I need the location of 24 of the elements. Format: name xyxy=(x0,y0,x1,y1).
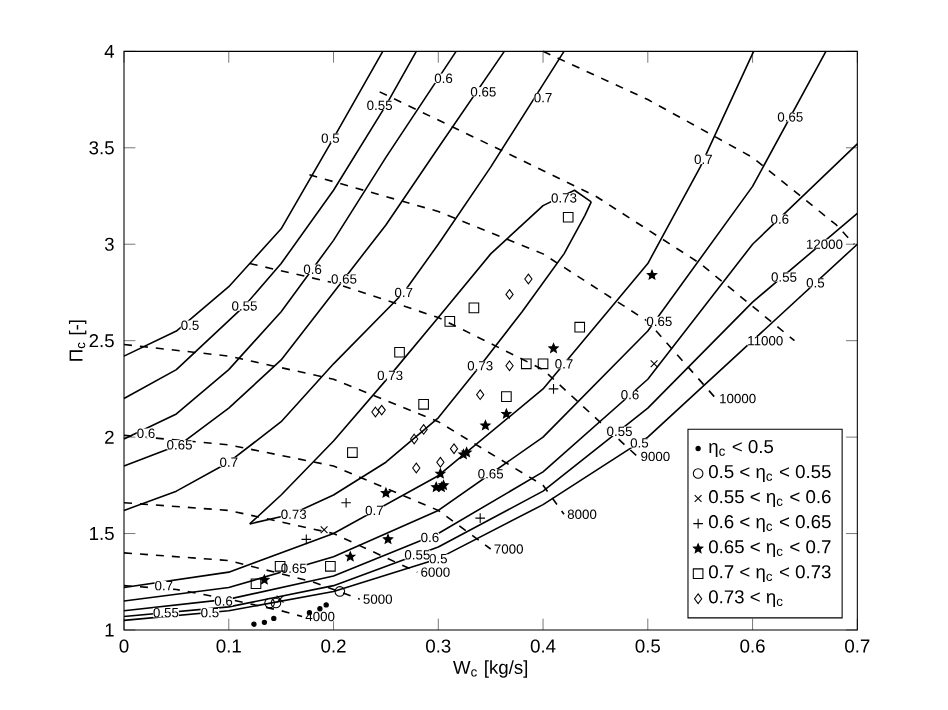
x-tick-label: 0 xyxy=(119,639,129,653)
x-tick-label: 0.5 xyxy=(635,639,660,653)
y-tick-label: 2.5 xyxy=(89,334,114,348)
y-tick-label: 1.5 xyxy=(90,527,114,541)
x-tick-label: 0.3 xyxy=(426,639,451,653)
x-tick-label: 0.2 xyxy=(321,639,346,653)
legend-label: 0.55 < η$_{c}$ < 0.6 xyxy=(708,490,831,507)
y-tick-label: 2 xyxy=(105,430,114,444)
x-tick-label: 0.6 xyxy=(740,639,765,653)
y-axis-title: Π$_{c}$ [-] xyxy=(68,320,87,361)
x-axis-title: W$_{c}$ [kg/s] xyxy=(453,660,528,678)
y-tick-label: 4 xyxy=(104,44,115,58)
legend-label: 0.7 < η$_{c}$ < 0.73 xyxy=(708,565,831,583)
x-tick-label: 0.7 xyxy=(845,639,870,653)
legend-label: 0.65 < η$_{c}$ < 0.7 xyxy=(708,540,831,558)
y-tick-label: 1 xyxy=(105,623,114,637)
legend-label: 0.5 < η$_{c}$ < 0.55 xyxy=(708,465,831,482)
y-tick-label: 3.5 xyxy=(89,141,114,155)
legend-label: 0.6 < η$_{c}$ < 0.65 xyxy=(708,515,831,532)
legend-label: 0.73 < η$_{c}$ xyxy=(708,590,783,608)
y-tick-label: 3 xyxy=(104,237,114,251)
x-tick-label: 0.4 xyxy=(530,639,556,653)
legend-label: η$_{c}$ < 0.5 xyxy=(709,440,774,457)
x-tick-label: 0.1 xyxy=(216,639,241,653)
